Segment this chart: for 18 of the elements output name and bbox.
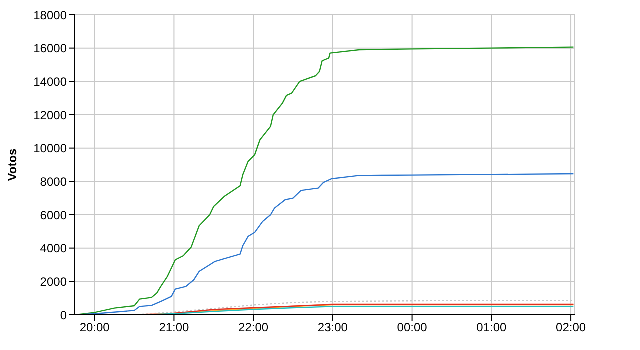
x-tick-label: 01:00 — [476, 320, 508, 335]
y-tick-label: 0 — [60, 308, 68, 322]
y-tick-label: 2000 — [40, 274, 68, 289]
x-tick-label: 02:00 — [556, 320, 586, 335]
y-tick-label: 16000 — [34, 42, 68, 56]
x-tick-label: 00:00 — [397, 320, 428, 335]
x-tick-label: 22:00 — [238, 320, 269, 335]
y-tick-label: 12000 — [34, 108, 68, 122]
y-axis-title: Votos — [5, 148, 20, 182]
y-tick-label: 6000 — [40, 208, 68, 222]
x-tick-label: 23:00 — [318, 320, 348, 335]
y-tick-label: 8000 — [40, 174, 68, 189]
y-tick-label: 4000 — [40, 242, 68, 256]
x-tick-label: 21:00 — [159, 320, 190, 335]
y-tick-label: 18000 — [34, 8, 68, 22]
y-tick-label: 10000 — [34, 142, 68, 156]
x-tick-label: 20:00 — [80, 320, 110, 335]
y-tick-label: 14000 — [34, 74, 68, 89]
